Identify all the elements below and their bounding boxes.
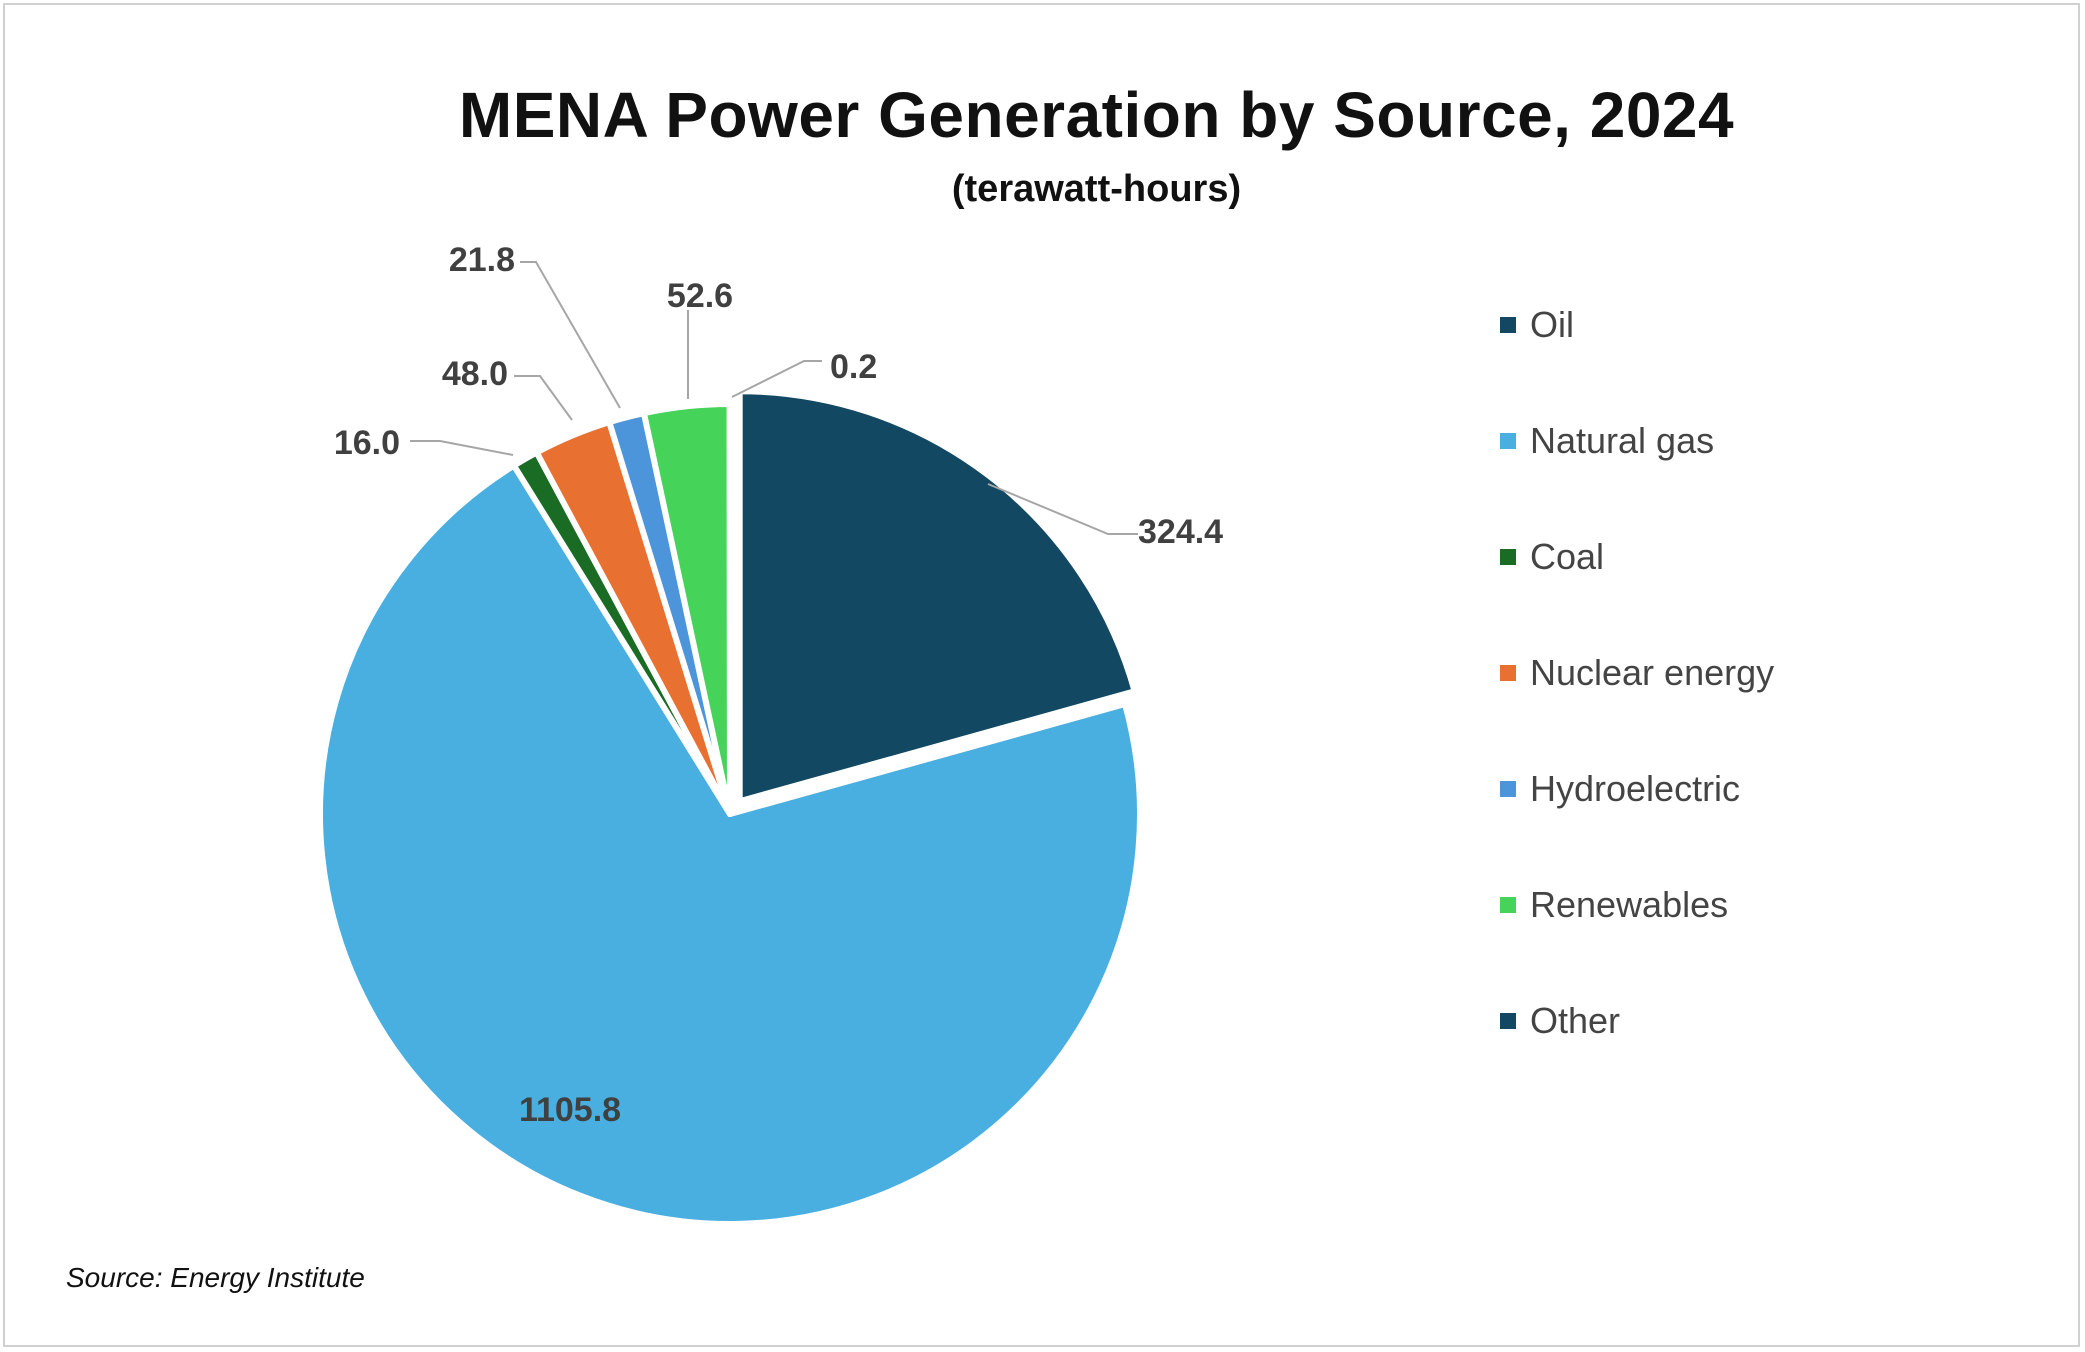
- legend-swatch: [1500, 781, 1516, 797]
- leader-line-other: [731, 360, 822, 398]
- legend-swatch: [1500, 549, 1516, 565]
- data-label-natural-gas: 1105.8: [519, 1091, 621, 1129]
- legend-item-nuclear-energy: Nuclear energy: [1500, 648, 1774, 698]
- data-label-renewables: 52.6: [667, 277, 733, 315]
- data-label-oil: 324.4: [1138, 513, 1223, 551]
- legend-label: Oil: [1530, 304, 1574, 345]
- legend-label: Hydroelectric: [1530, 768, 1741, 809]
- data-label-other: 0.2: [830, 348, 877, 386]
- leader-line-nuclear-energy: [514, 375, 573, 421]
- data-label-hydroelectric: 21.8: [449, 241, 515, 279]
- legend-item-natural-gas: Natural gas: [1500, 416, 1714, 466]
- pie-slice-oil: [736, 388, 1138, 805]
- legend-swatch: [1500, 433, 1516, 449]
- legend-label: Renewables: [1530, 884, 1729, 925]
- chart-subtitle: (terawatt-hours): [951, 168, 1242, 210]
- chart-title: MENA Power Generation by Source, 2024: [458, 79, 1735, 151]
- legend-swatch: [1500, 317, 1516, 333]
- legend-swatch: [1500, 1013, 1516, 1029]
- leader-line-coal: [410, 440, 514, 456]
- leader-line-hydroelectric: [520, 261, 621, 409]
- legend-item-other: Other: [1500, 996, 1620, 1046]
- pie-slice-natural-gas: [317, 462, 1143, 1227]
- source-note: Source: Energy Institute: [66, 1262, 365, 1293]
- legend-label: Nuclear energy: [1530, 652, 1775, 693]
- legend-item-oil: Oil: [1500, 300, 1574, 350]
- legend-swatch: [1500, 665, 1516, 681]
- legend-item-hydroelectric: Hydroelectric: [1500, 764, 1740, 814]
- legend-item-coal: Coal: [1500, 532, 1604, 582]
- legend-label: Coal: [1530, 536, 1605, 577]
- data-label-coal: 16.0: [334, 424, 400, 462]
- legend-item-renewables: Renewables: [1500, 880, 1728, 930]
- legend-label: Other: [1530, 1000, 1621, 1041]
- data-label-nuclear-energy: 48.0: [442, 355, 508, 393]
- leader-line-oil: [987, 483, 1138, 535]
- legend-label: Natural gas: [1530, 420, 1715, 461]
- legend-swatch: [1500, 897, 1516, 913]
